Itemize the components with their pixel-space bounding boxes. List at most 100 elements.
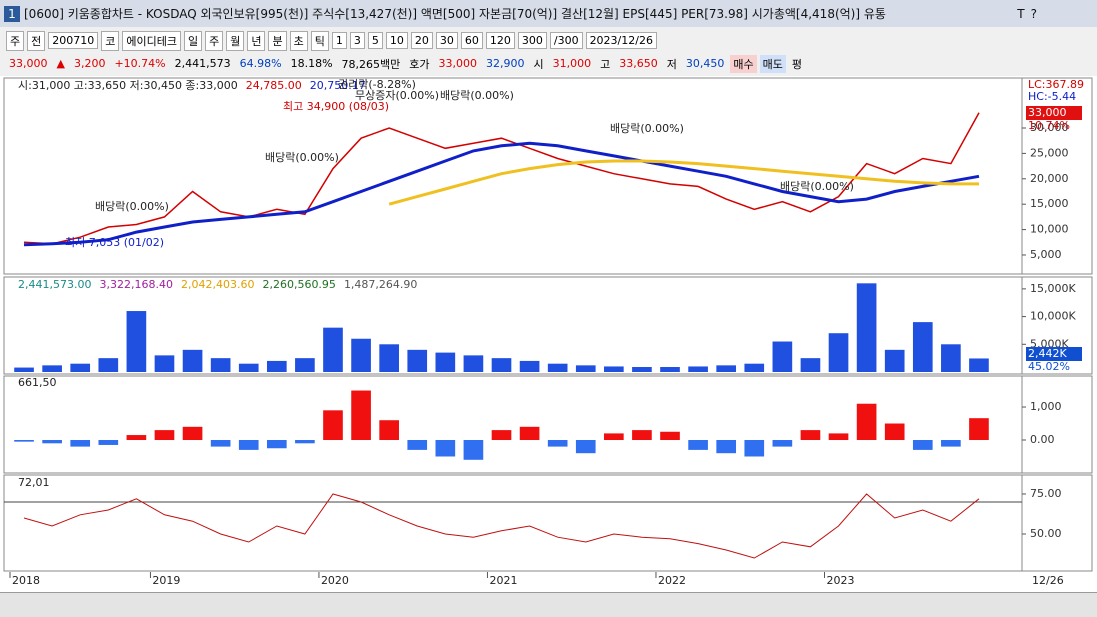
chart-area: 5,000 10,000 15,000 20,000 25,000 30,000 시:31,… (0, 76, 1097, 592)
bar (238, 440, 259, 450)
bar (126, 311, 147, 372)
toolbar-item[interactable]: 월 (226, 30, 245, 51)
bar (435, 440, 456, 457)
x-tick-label: 2019 (152, 574, 180, 587)
toolbar-item[interactable]: 5 (367, 32, 383, 49)
info-value: 3,200 (73, 57, 106, 70)
toolbar-item[interactable]: 300 (517, 32, 547, 49)
toolbar-item[interactable]: 1 (331, 32, 347, 49)
info-value: 30,450 (685, 57, 725, 70)
y-tick-label: 20,000 (1030, 172, 1069, 185)
toolbar-item[interactable]: 초 (289, 30, 308, 51)
info-value: 18.18% (290, 57, 333, 70)
toolbar-item[interactable]: 코 (101, 30, 120, 51)
side-label: 45.02% (1028, 360, 1070, 373)
y-tick-label: 1,000 (1030, 400, 1062, 413)
toolbar-row: 주 전 200710 코 에이디테크 일 주 월 년 분 초 틱 1 3 5 10 20 30 60 120 300/3… (6, 30, 657, 51)
panel-frame (3, 375, 1093, 474)
bar (463, 440, 484, 460)
bar (604, 366, 624, 372)
info-value: 33,650 (619, 57, 658, 70)
bar (379, 344, 399, 372)
toolbar-item[interactable]: 틱 (310, 30, 329, 51)
bar (716, 365, 737, 372)
bar (351, 390, 371, 441)
bar (688, 366, 708, 372)
bar (800, 430, 821, 441)
panel-frame (3, 474, 1093, 572)
info-value: 33,000 (438, 57, 478, 70)
toolbar-item[interactable]: 주 (205, 30, 224, 51)
toolbar-item[interactable]: 전 (27, 30, 46, 51)
legend-text: 2,260,560.95 (262, 278, 335, 291)
scrollbar[interactable] (0, 592, 1097, 617)
info-value: 78,265백만 (341, 57, 401, 71)
bar (407, 440, 428, 450)
toolbar-item[interactable]: 2023/12/26 (585, 32, 657, 49)
info-value: 64.98% (239, 57, 282, 70)
series-line (23, 112, 980, 245)
bar (744, 440, 765, 457)
annotation: 최저 7,053 (01/02) (65, 236, 164, 249)
toolbar-item[interactable]: 3 (349, 32, 365, 49)
toolbar-item[interactable]: 30 (435, 32, 458, 49)
series-line (23, 141, 980, 247)
toolbar-item[interactable]: 120 (485, 32, 515, 49)
bar (856, 403, 877, 441)
bar (182, 426, 203, 441)
bar (884, 349, 905, 372)
side-label: 2,442K (1028, 347, 1067, 360)
y-tick-label: 10,000 (1030, 223, 1069, 236)
title-button[interactable]: T (1017, 6, 1025, 21)
bar (884, 423, 905, 441)
bar (912, 322, 933, 372)
bar (266, 360, 287, 372)
bar (688, 440, 708, 450)
toolbar-item[interactable]: /300 (549, 32, 583, 49)
toolbar-item[interactable]: 에이디테크 (122, 30, 181, 51)
bar (969, 418, 989, 441)
annotation: 배당락(0.00%) (95, 200, 169, 213)
info-value: 31,000 (552, 57, 592, 70)
annotation: 배당락(0.00%) (780, 180, 854, 193)
bar (295, 358, 315, 372)
x-end-label: 12/26 (1032, 574, 1064, 587)
bar (435, 352, 456, 372)
bar (42, 440, 62, 444)
panel-frame (3, 77, 1093, 275)
annotation: 무상증자(0.00%) (355, 89, 439, 102)
toolbar-item[interactable]: 10 (385, 32, 408, 49)
bar (660, 367, 680, 372)
title-button[interactable]: ? (1030, 6, 1037, 21)
bar (210, 358, 231, 372)
bar (716, 440, 737, 454)
y-tick-label: 15,000K (1030, 282, 1076, 295)
side-label: 10.74% (1028, 119, 1070, 132)
x-tick-label: 2021 (489, 574, 517, 587)
y-tick-label: 30,000 (1030, 121, 1069, 134)
toolbar-item[interactable]: 일 (183, 30, 203, 51)
bar (800, 358, 821, 372)
bar (98, 358, 119, 372)
toolbar-item[interactable]: 200710 (48, 32, 99, 49)
toolbar-item[interactable]: 년 (247, 30, 266, 51)
y-tick-label: 25,000 (1030, 146, 1069, 159)
toolbar-item[interactable]: 20 (410, 32, 433, 49)
info-value: 매도 (759, 54, 786, 73)
bar (182, 349, 203, 372)
toolbar-item[interactable]: 주 (6, 30, 25, 51)
info-value: ▲ (56, 57, 65, 70)
legend-text: 661,50 (18, 376, 57, 389)
legend-text: 3,322,168.40 (99, 278, 172, 291)
bar (126, 435, 147, 441)
bar (351, 338, 371, 372)
bar (407, 349, 428, 372)
bar (70, 440, 91, 447)
toolbar-item[interactable]: 60 (460, 32, 483, 49)
x-tick-label: 2023 (826, 574, 854, 587)
bar (969, 358, 989, 372)
info-value: 평 (791, 57, 803, 71)
y-tick-label: 5,000 (1030, 248, 1062, 261)
toolbar-item[interactable]: 분 (268, 30, 287, 51)
title-text: [0600] 키움종합차트 - KOSDAQ 외국인보유[995(천)] 주식수… (24, 7, 886, 21)
